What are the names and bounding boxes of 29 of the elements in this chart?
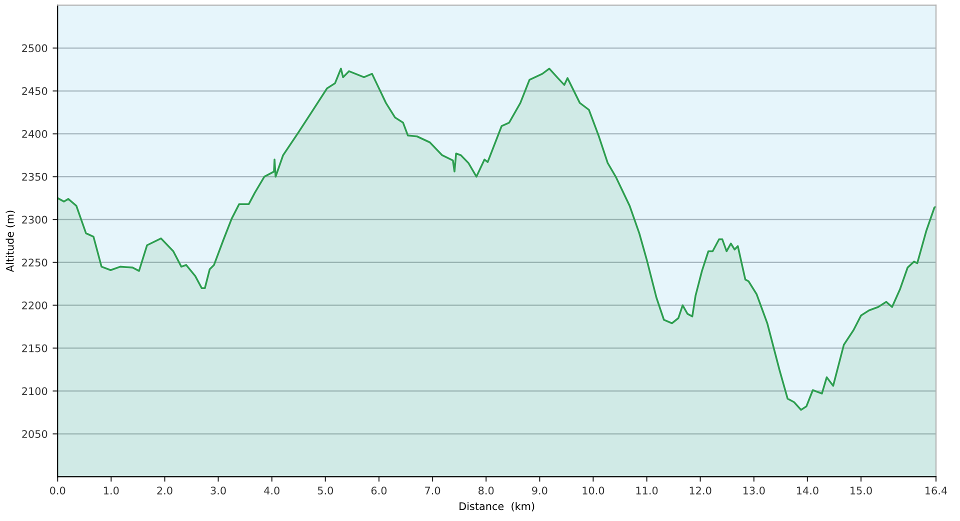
x-tick-label: 11.0 (636, 486, 658, 494)
x-tick-label: 5.0 (318, 486, 333, 494)
y-tick-label: 2100 (22, 387, 48, 396)
x-tick-label: 6.0 (371, 486, 387, 494)
x-tick-label: 15.0 (850, 486, 872, 494)
y-tick-label: 2500 (22, 44, 48, 52)
x-tick-label: 0.0 (50, 486, 66, 494)
y-tick-label: 2050 (22, 430, 48, 438)
y-tick-label: 2400 (22, 130, 48, 138)
x-tick-label: 3.0 (210, 486, 226, 494)
x-tick-label: 9.0 (532, 486, 548, 494)
y-tick-label: 2150 (22, 344, 48, 352)
y-tick-label: 2300 (22, 216, 48, 224)
y-axis-title: Altitude (m) (6, 210, 16, 272)
x-tick-label: 1.0 (104, 486, 119, 494)
y-tick-label: 2450 (22, 87, 48, 96)
x-tick-label: 8.0 (478, 486, 494, 494)
y-tick-label: 2350 (22, 172, 48, 181)
x-tick-label: 14.0 (797, 486, 818, 494)
x-tick-label: 7.0 (425, 486, 440, 494)
y-tick-label: 2200 (22, 301, 48, 310)
x-tick-label: 12.0 (690, 486, 712, 494)
x-axis-title: Distance (km) (460, 502, 534, 512)
x-tick-label: 10.0 (582, 486, 604, 494)
x-tick-label: 13.0 (743, 486, 765, 494)
x-tick-label: 2.0 (157, 486, 172, 494)
x-tick-label: 16.4 (926, 486, 948, 494)
x-tick-label: 4.0 (264, 486, 280, 494)
y-tick-label: 2250 (22, 258, 48, 266)
